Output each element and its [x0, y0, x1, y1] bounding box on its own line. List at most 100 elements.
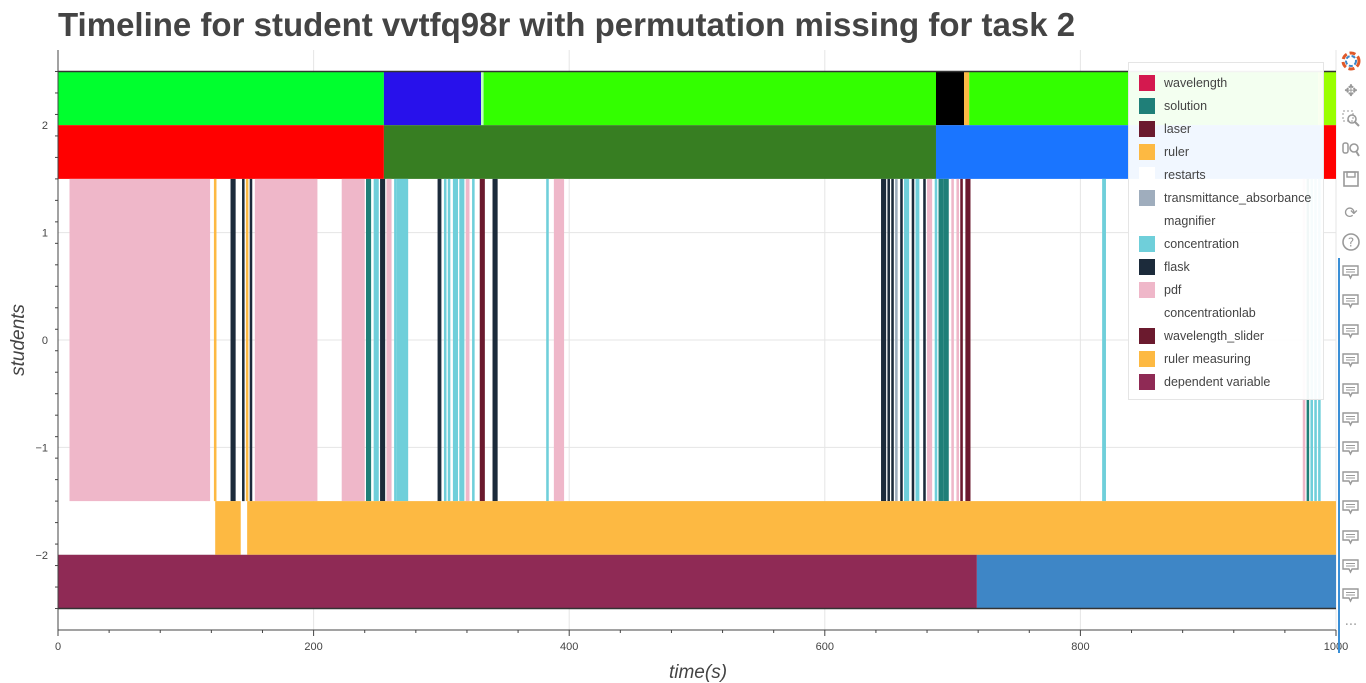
- legend-label: pdf: [1164, 282, 1182, 297]
- timeline-bar: [465, 178, 470, 502]
- legend-label: restarts: [1164, 167, 1206, 182]
- plot-frame: [58, 70, 1336, 610]
- legend-swatch: [1139, 97, 1155, 114]
- pan-icon[interactable]: ✥: [1344, 80, 1358, 100]
- timeline-bar: [247, 501, 1336, 555]
- legend-swatch: [1139, 258, 1155, 275]
- hover-tool-icon[interactable]: [1342, 559, 1359, 574]
- hover-tool-icon[interactable]: [1342, 588, 1359, 603]
- timeline-bar: [964, 71, 970, 126]
- timeline-bar: [383, 125, 936, 179]
- legend-swatch: [1139, 327, 1155, 344]
- x-tick-label: 800: [1071, 641, 1089, 653]
- legend-label: ruler measuring: [1164, 351, 1251, 366]
- timeline-bar: [69, 178, 211, 502]
- timeline-bar: [960, 178, 963, 502]
- hover-tool-icon[interactable]: [1342, 412, 1359, 427]
- timeline-bar: [373, 178, 379, 502]
- timeline-bar: [934, 178, 938, 502]
- timeline-bar: [1323, 125, 1336, 179]
- help-icon[interactable]: ?: [1340, 231, 1362, 253]
- hover-tool-icon[interactable]: [1342, 324, 1359, 339]
- x-tick-label: 200: [304, 641, 322, 653]
- timeline-bar: [481, 71, 484, 126]
- legend-item: solution: [1139, 94, 1323, 117]
- x-tick-label: 0: [55, 641, 61, 653]
- hover-tool-icon[interactable]: [1342, 500, 1359, 515]
- timeline-bar: [891, 178, 894, 502]
- legend-label: ruler: [1164, 144, 1190, 159]
- hover-tool-icon[interactable]: [1342, 265, 1359, 280]
- legend-item: transmittance_absorbance: [1139, 186, 1323, 209]
- legend-swatch: [1139, 120, 1155, 137]
- y-axis: 2 1 0 −1 −2: [35, 50, 59, 630]
- legend-item: dependent variable: [1139, 370, 1323, 393]
- timeline-bar: [249, 178, 253, 502]
- save-icon[interactable]: [1340, 168, 1362, 190]
- timeline-bar: [213, 178, 217, 502]
- timeline-bar: [437, 178, 442, 502]
- timeline-bar: [900, 178, 903, 502]
- timeline-bar: [881, 178, 887, 502]
- timeline-bar: [380, 178, 386, 502]
- timeline-bar: [895, 178, 898, 502]
- hover-tool-icon[interactable]: [1342, 529, 1359, 545]
- timeline-bar: [927, 178, 933, 502]
- legend-label: solution: [1164, 98, 1208, 113]
- timeline-bar: [341, 178, 365, 502]
- legend-label: wavelength_slider: [1164, 328, 1265, 343]
- legend-label: wavelength: [1164, 75, 1228, 90]
- timeline-bar: [483, 71, 936, 126]
- legend-swatch: [1139, 304, 1155, 321]
- timeline-bar: [915, 178, 920, 502]
- timeline-bar: [951, 178, 954, 502]
- timeline-bar: [383, 71, 482, 126]
- legend-swatch: [1139, 373, 1155, 390]
- timeline-bar: [976, 554, 1336, 609]
- legend-item: ruler measuring: [1139, 347, 1323, 370]
- timeline-bar: [245, 178, 249, 502]
- timeline-bar: [215, 501, 241, 555]
- x-axis-label: time(s): [669, 662, 727, 683]
- y-tick-label: 2: [42, 120, 48, 132]
- y-tick-label: 1: [42, 228, 48, 240]
- legend-label: magnifier: [1164, 213, 1216, 228]
- legend-swatch: [1139, 350, 1155, 367]
- timeline-bar: [472, 178, 475, 502]
- legend-item: concentration: [1139, 232, 1323, 255]
- legend-label: dependent variable: [1164, 374, 1271, 389]
- legend-swatch: [1139, 189, 1155, 206]
- timeline-bar: [58, 71, 384, 126]
- hover-tool-icon[interactable]: [1342, 382, 1359, 398]
- timeline-bar: [479, 178, 485, 502]
- legend-item: wavelength_slider: [1139, 324, 1323, 347]
- box-zoom-icon[interactable]: [1340, 108, 1362, 130]
- timeline-bar: [943, 178, 949, 502]
- x-tick-label: 1000: [1324, 641, 1348, 653]
- hover-tool-icon[interactable]: [1342, 294, 1359, 309]
- reset-icon[interactable]: ⟳: [1344, 202, 1358, 222]
- legend-item: concentrationlab: [1139, 301, 1323, 324]
- timeline-bar: [546, 178, 549, 502]
- legend-swatch: [1139, 166, 1155, 183]
- wheel-zoom-icon[interactable]: [1340, 138, 1362, 160]
- timeline-bar: [394, 178, 397, 502]
- legend: wavelength solution laser ruler restarts tran…: [1128, 62, 1324, 400]
- legend-item: wavelength: [1139, 71, 1323, 94]
- bokeh-logo-icon[interactable]: [1340, 50, 1362, 72]
- hover-tool-icon[interactable]: [1342, 441, 1359, 456]
- legend-label: concentration: [1164, 236, 1240, 251]
- hover-tool-icon[interactable]: [1342, 471, 1359, 486]
- legend-swatch: [1139, 235, 1155, 252]
- timeline-bar: [1102, 178, 1106, 502]
- x-axis: 0 200 400 600 800 1000: [55, 629, 1348, 653]
- timeline-bar: [935, 71, 965, 126]
- timeline-bar: [452, 178, 459, 502]
- legend-label: concentrationlab: [1164, 305, 1256, 320]
- timeline-bar: [911, 178, 915, 502]
- legend-item: magnifier: [1139, 209, 1323, 232]
- hover-tool-icon[interactable]: [1342, 353, 1359, 368]
- more-tools-icon[interactable]: ···: [1344, 617, 1358, 633]
- legend-item: restarts: [1139, 163, 1323, 186]
- x-tick-label: 600: [816, 641, 834, 653]
